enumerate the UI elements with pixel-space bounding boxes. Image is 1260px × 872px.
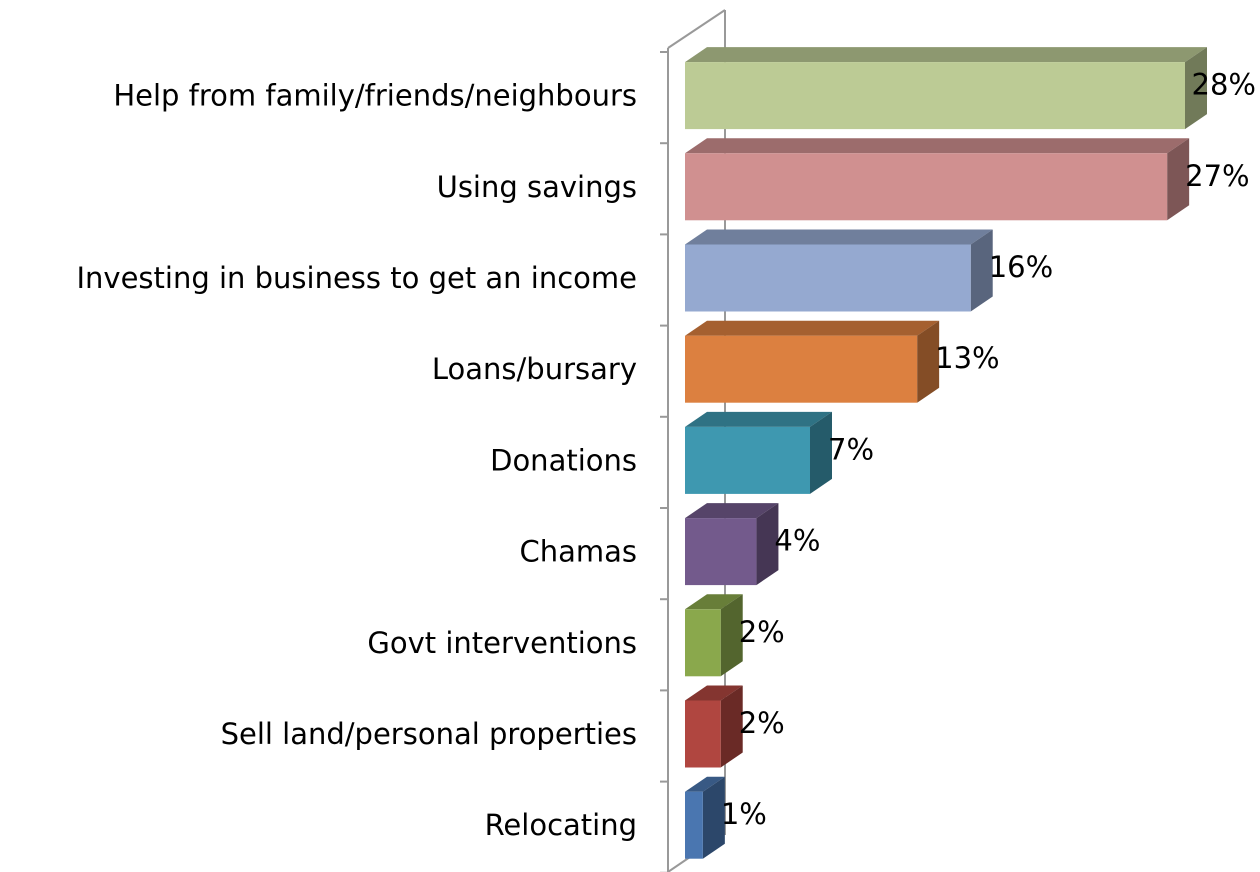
data-label: 28% — [1192, 68, 1256, 102]
bar — [685, 244, 971, 312]
bar — [685, 609, 721, 677]
bar-top — [685, 503, 779, 519]
bar-top — [685, 776, 725, 792]
bar-side — [1167, 138, 1190, 221]
data-label: 16% — [989, 250, 1053, 284]
bar — [685, 153, 1168, 221]
bar — [685, 335, 918, 403]
bar-side — [756, 503, 779, 586]
bar-side — [810, 411, 832, 494]
axis-top-line — [667, 9, 726, 49]
y-tick-label: Chamas — [519, 535, 637, 569]
axis-bottom-line — [667, 856, 691, 872]
data-label: 2% — [739, 706, 785, 740]
bar — [685, 62, 1185, 130]
y-tick-label: Investing in business to get an income — [76, 261, 637, 295]
y-tick-label: Loans/bursary — [432, 352, 637, 386]
bar-side — [702, 776, 725, 859]
bar — [685, 791, 703, 859]
data-label: 1% — [721, 797, 767, 831]
bar-top — [685, 685, 743, 701]
bar — [685, 426, 810, 494]
bar — [685, 518, 757, 586]
bar-side — [1185, 47, 1207, 130]
bar-side — [720, 594, 743, 677]
bar-side — [917, 320, 940, 403]
data-label: 2% — [739, 615, 785, 649]
y-tick-label: Govt interventions — [367, 626, 637, 660]
bar — [685, 700, 721, 768]
bar-side — [720, 685, 743, 768]
data-label: 27% — [1185, 159, 1249, 193]
data-label: 4% — [774, 524, 820, 558]
y-tick-label: Using savings — [437, 170, 637, 204]
y-tick-label: Sell land/personal properties — [221, 717, 637, 751]
data-label: 7% — [828, 432, 874, 466]
data-label: 13% — [935, 341, 999, 375]
bar-top — [685, 320, 940, 336]
bar-side — [970, 229, 993, 312]
bar-top — [685, 411, 832, 427]
bar-top — [685, 594, 743, 610]
bar-top — [685, 138, 1190, 154]
y-tick-label: Relocating — [485, 808, 637, 842]
bar-top — [685, 47, 1207, 63]
y-tick-label: Donations — [490, 443, 637, 477]
bar-top — [685, 229, 993, 245]
y-tick-label: Help from family/friends/neighbours — [113, 79, 637, 113]
